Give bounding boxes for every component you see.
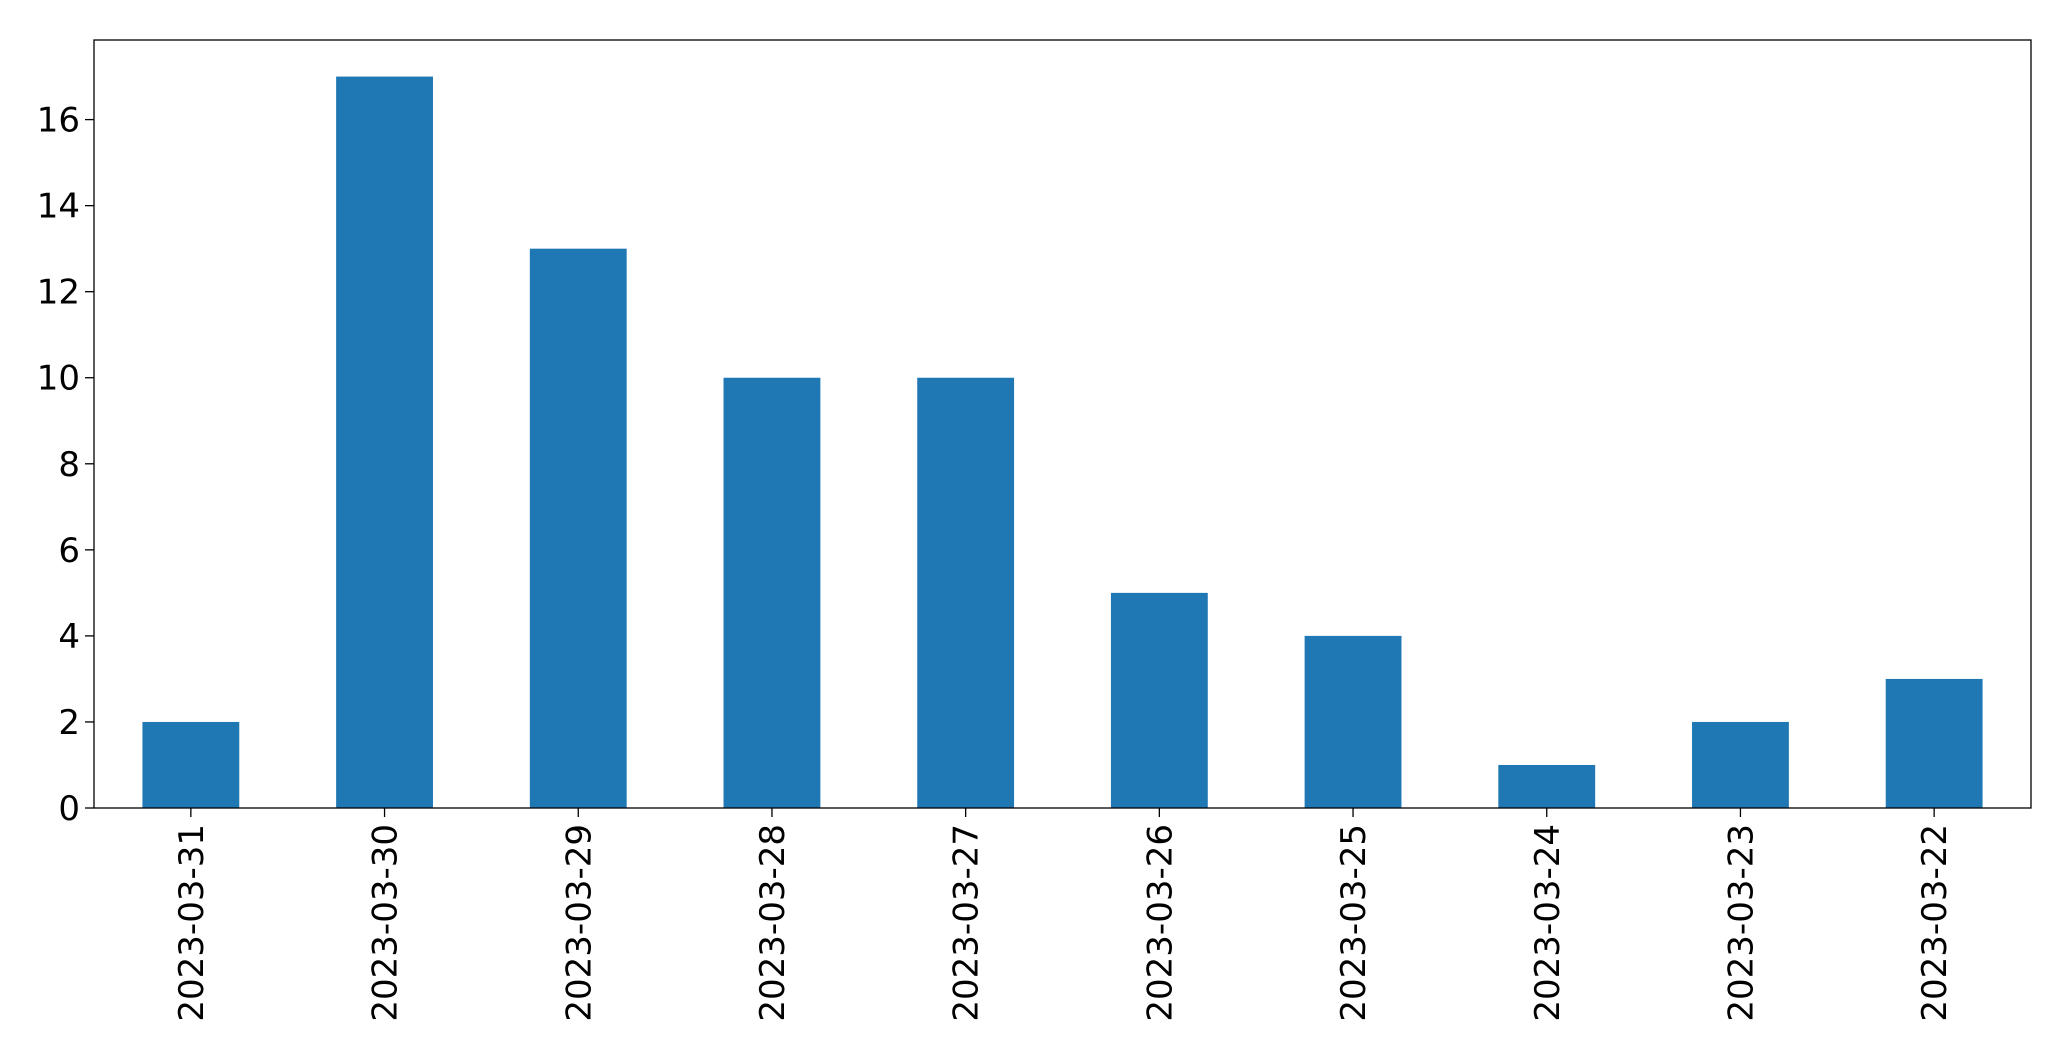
y-tick-label: 4: [58, 617, 80, 657]
bar: [917, 377, 1015, 808]
x-tick-label: 2023-03-28: [753, 824, 793, 1022]
x-tick-label: 2023-03-26: [1140, 824, 1180, 1022]
x-tick-label: 2023-03-27: [947, 824, 987, 1022]
x-tick-label: 2023-03-25: [1334, 824, 1374, 1022]
bar: [336, 76, 433, 809]
bar: [1498, 764, 1596, 808]
y-tick-label: 8: [58, 445, 80, 485]
bar: [142, 721, 240, 808]
y-tick-label: 2: [58, 703, 80, 743]
bar: [529, 248, 627, 809]
x-tick-label: 2023-03-29: [559, 824, 599, 1022]
y-tick-label: 16: [37, 101, 80, 141]
y-tick-label: 6: [58, 531, 80, 571]
bar: [1304, 635, 1402, 808]
y-tick-label: 0: [58, 789, 80, 829]
bar: [1110, 592, 1208, 808]
y-tick-label: 12: [37, 273, 80, 313]
x-tick-label: 2023-03-31: [172, 824, 212, 1022]
x-tick-label: 2023-03-30: [366, 824, 406, 1022]
plot-frame: [93, 39, 2032, 809]
x-tick-label: 2023-03-22: [1915, 824, 1955, 1022]
bar: [1692, 721, 1789, 808]
x-tick-label: 2023-03-23: [1721, 824, 1761, 1022]
y-tick-label: 14: [37, 187, 80, 227]
bar: [723, 377, 821, 808]
y-tick-label: 10: [37, 359, 80, 399]
bar: [1885, 678, 1983, 808]
x-tick-label: 2023-03-24: [1528, 824, 1568, 1022]
